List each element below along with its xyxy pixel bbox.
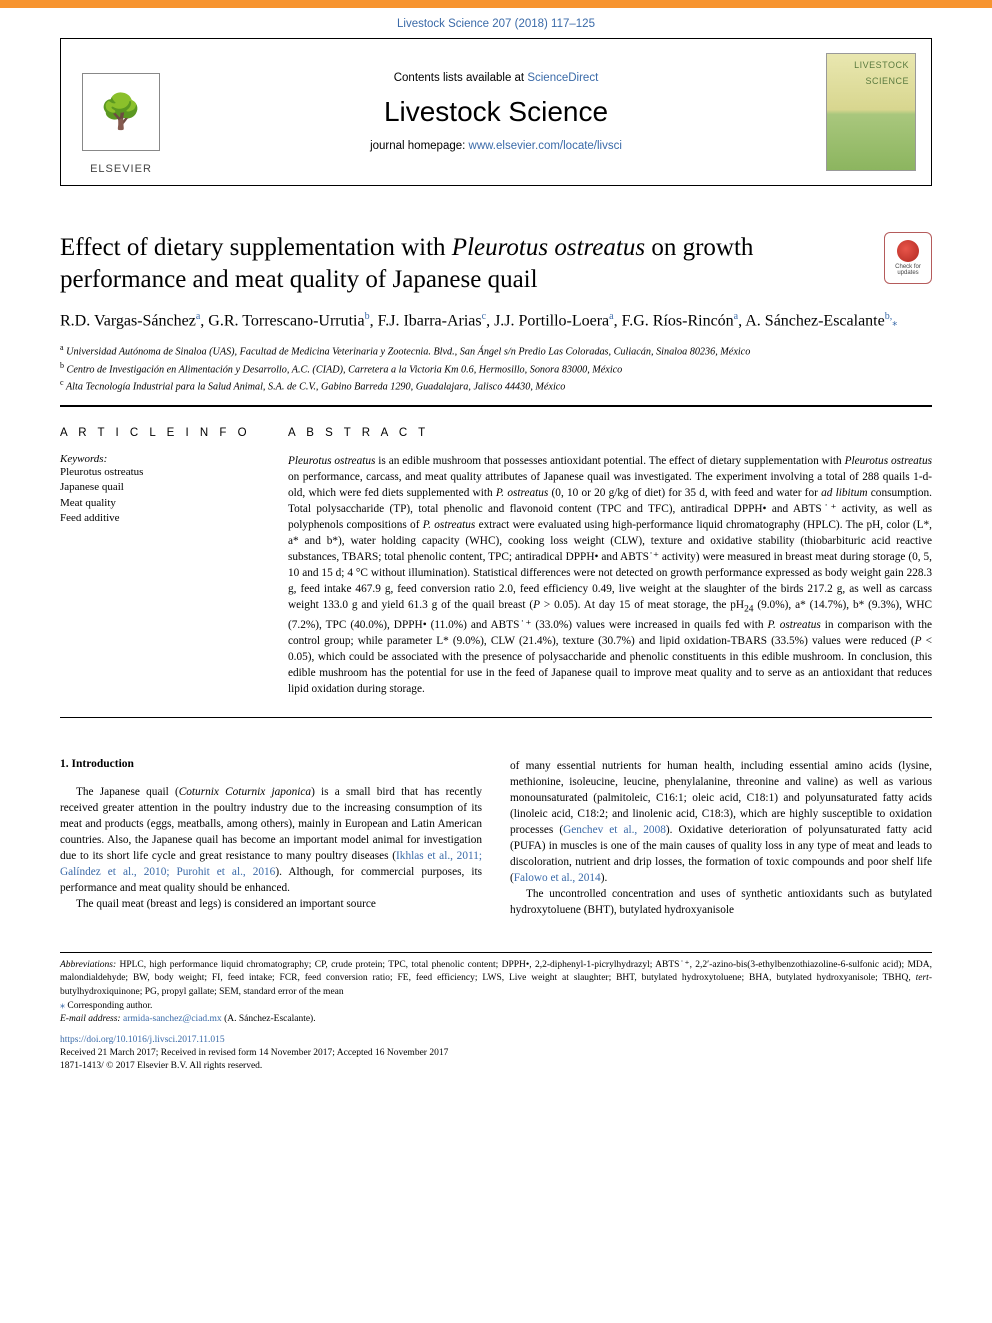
keywords-label: Keywords: xyxy=(60,453,270,465)
keyword-item: Meat quality xyxy=(60,496,270,511)
intro-para-2: The quail meat (breast and legs) is cons… xyxy=(60,896,482,912)
check-updates-badge[interactable]: Check for updates xyxy=(884,232,932,284)
homepage-link[interactable]: www.elsevier.com/locate/livsci xyxy=(469,140,622,152)
abbreviations: Abbreviations: HPLC, high performance li… xyxy=(60,959,932,998)
keyword-item: Feed additive xyxy=(60,511,270,526)
right-column: of many essential nutrients for human he… xyxy=(510,758,932,918)
intro-para-3: of many essential nutrients for human he… xyxy=(510,758,932,886)
copyright-line: 1871-1413/ © 2017 Elsevier B.V. All righ… xyxy=(60,1060,932,1073)
journal-citation: Livestock Science 207 (2018) 117–125 xyxy=(0,8,992,38)
email-label: E-mail address: xyxy=(60,1014,123,1024)
journal-cover-thumb: LIVESTOCK SCIENCE xyxy=(826,53,916,171)
doi-link[interactable]: https://doi.org/10.1016/j.livsci.2017.11… xyxy=(60,1035,225,1045)
abstract-text: Pleurotus ostreatus is an edible mushroo… xyxy=(288,453,932,697)
intro-para-1: The Japanese quail (Coturnix Coturnix ja… xyxy=(60,784,482,896)
crossmark-icon xyxy=(897,240,919,262)
email-suffix: (A. Sánchez-Escalante). xyxy=(222,1014,316,1024)
publisher-logo-area: 🌳 ELSEVIER xyxy=(61,39,181,185)
affiliation-b: b Centro de Investigación en Alimentació… xyxy=(60,360,932,378)
footnotes: Abbreviations: HPLC, high performance li… xyxy=(60,952,932,1026)
email-line: E-mail address: armida-sanchez@ciad.mx (… xyxy=(60,1013,932,1026)
journal-homepage-line: journal homepage: www.elsevier.com/locat… xyxy=(370,140,622,152)
article-info-column: A R T I C L E I N F O Keywords: Pleurotu… xyxy=(60,406,288,717)
keywords-list: Pleurotus ostreatus Japanese quail Meat … xyxy=(60,465,270,527)
authors-list: R.D. Vargas-Sáncheza, G.R. Torrescano-Ur… xyxy=(60,310,932,332)
contents-line: Contents lists available at ScienceDirec… xyxy=(394,72,599,84)
masthead: 🌳 ELSEVIER Contents lists available at S… xyxy=(60,38,932,186)
contents-prefix: Contents lists available at xyxy=(394,72,528,84)
elsevier-tree-icon: 🌳 xyxy=(82,73,160,151)
masthead-right: LIVESTOCK SCIENCE xyxy=(811,39,931,185)
abbr-label: Abbreviations: xyxy=(60,960,116,970)
journal-title: Livestock Science xyxy=(384,96,608,128)
cover-label-top: LIVESTOCK xyxy=(854,60,909,70)
email-link[interactable]: armida-sanchez@ciad.mx xyxy=(123,1014,222,1024)
abbr-text: HPLC, high performance liquid chromatogr… xyxy=(60,960,932,996)
doi-block: https://doi.org/10.1016/j.livsci.2017.11… xyxy=(60,1034,932,1073)
sciencedirect-link[interactable]: ScienceDirect xyxy=(527,72,598,84)
cover-label-bottom: SCIENCE xyxy=(865,76,909,86)
left-column: 1. Introduction The Japanese quail (Cotu… xyxy=(60,758,482,918)
article-info-heading: A R T I C L E I N F O xyxy=(60,427,270,439)
affiliation-a: a Universidad Autónoma de Sinaloa (UAS),… xyxy=(60,342,932,360)
masthead-center: Contents lists available at ScienceDirec… xyxy=(181,39,811,185)
affiliations: a Universidad Autónoma de Sinaloa (UAS),… xyxy=(60,342,932,406)
keyword-item: Japanese quail xyxy=(60,480,270,495)
homepage-prefix: journal homepage: xyxy=(370,140,468,152)
intro-para-4: The uncontrolled concentration and uses … xyxy=(510,886,932,918)
publisher-label: ELSEVIER xyxy=(90,163,152,175)
orange-top-bar xyxy=(0,0,992,8)
check-updates-label: Check for updates xyxy=(885,264,931,276)
affiliation-c: c Alta Tecnología Industrial para la Sal… xyxy=(60,377,932,395)
article-title: Effect of dietary supplementation with P… xyxy=(60,232,866,296)
keyword-item: Pleurotus ostreatus xyxy=(60,465,270,480)
corresponding-author: ⁎ ⁎ Corresponding author.Corresponding a… xyxy=(60,999,932,1013)
abstract-column: A B S T R A C T Pleurotus ostreatus is a… xyxy=(288,406,932,717)
intro-heading: 1. Introduction xyxy=(60,758,482,770)
article-history: Received 21 March 2017; Received in revi… xyxy=(60,1047,932,1060)
abstract-heading: A B S T R A C T xyxy=(288,427,932,439)
